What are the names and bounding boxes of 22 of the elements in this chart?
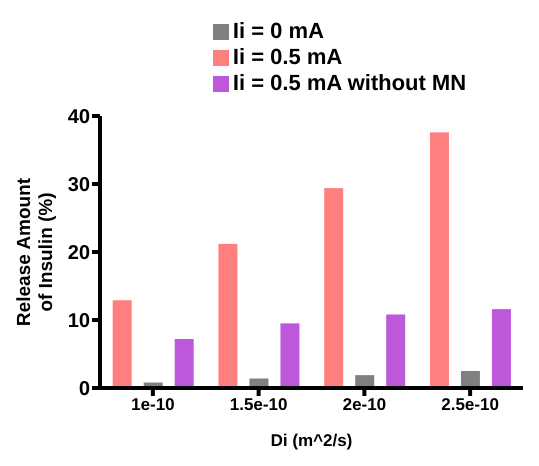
bar (386, 314, 406, 388)
legend-label: Ii = 0.5 mA (232, 44, 342, 69)
y-tick-label: 40 (68, 106, 90, 128)
x-tick-label: 2.5e-10 (441, 395, 499, 414)
bar (218, 244, 238, 388)
x-tick-label: 2e-10 (342, 395, 386, 414)
legend-label: Ii = 0.5 mA without MN (232, 70, 466, 95)
x-tick-label: 1.5e-10 (230, 395, 288, 414)
bar (112, 300, 132, 388)
bar (430, 132, 449, 388)
y-axis-title: Release Amount of Insulin (%) (14, 177, 57, 326)
legend-label: Ii = 0 mA (232, 18, 324, 43)
x-tick-label: 1e-10 (131, 395, 175, 414)
y-tick-label: 0 (78, 378, 90, 400)
bar (324, 188, 344, 388)
bar (280, 323, 300, 388)
bar (174, 339, 194, 388)
bar (492, 309, 511, 388)
y-tick-label: 10 (68, 310, 90, 332)
y-tick-label: 20 (68, 242, 90, 264)
x-axis-title: Di (m^2/s) (270, 431, 352, 450)
y-tick-label: 30 (68, 174, 90, 196)
